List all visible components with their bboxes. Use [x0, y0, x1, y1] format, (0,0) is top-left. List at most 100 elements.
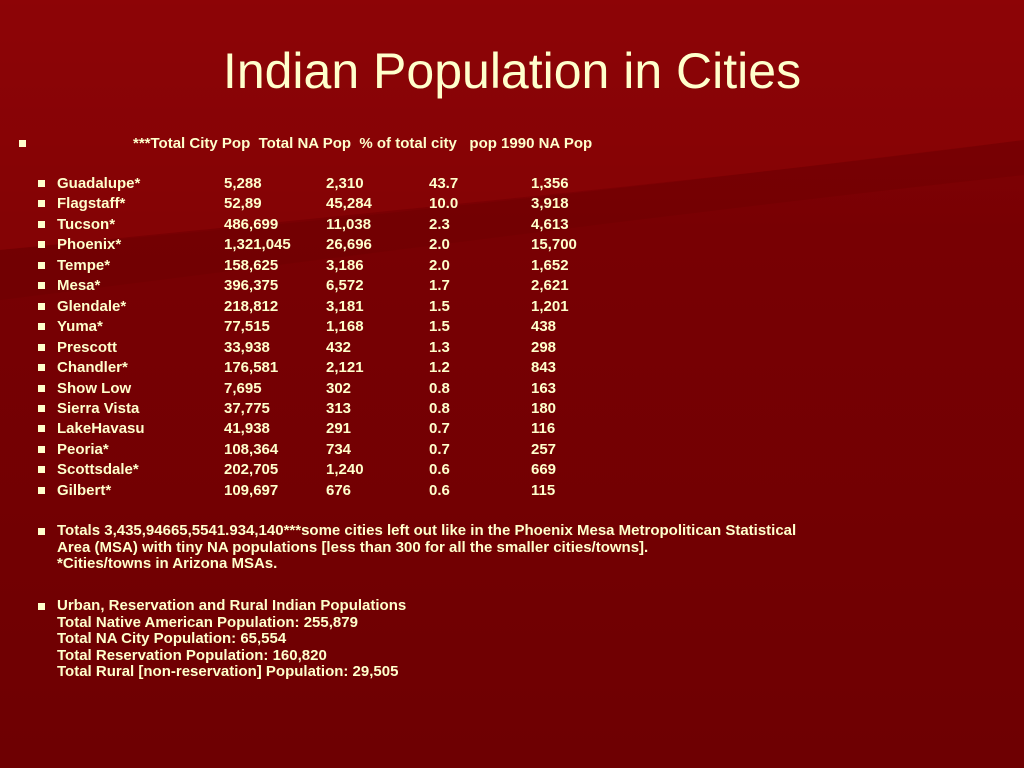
pop-1990-na: 1,652 — [531, 256, 569, 274]
city-name: LakeHavasu — [57, 420, 145, 438]
pct-of-total-city: 0.6 — [429, 461, 450, 479]
pct-of-total-city: 0.7 — [429, 440, 450, 458]
pct-of-total-city: 1.2 — [429, 359, 450, 377]
city-name: Prescott — [57, 338, 118, 356]
summary-line: Total Reservation Population: 160,820 — [57, 646, 327, 664]
city-name: Gilbert* — [57, 481, 112, 499]
total-na-pop: 2,310 — [326, 175, 364, 192]
city-name: Glendale* — [57, 297, 127, 315]
pct-of-total-city: 0.6 — [429, 481, 450, 499]
pop-1990-na: 2,621 — [531, 277, 569, 295]
pop-1990-na: 115 — [531, 481, 556, 499]
bullet-icon — [38, 528, 45, 535]
totals-line: Area (MSA) with tiny NA populations [les… — [57, 538, 649, 556]
pop-1990-na: 298 — [531, 338, 557, 356]
table-row: Mesa* 396,375 6,572 1.7 2,621 — [0, 276, 700, 296]
pct-of-total-city: 2.0 — [429, 236, 450, 254]
total-city-pop: 5,288 — [224, 175, 262, 192]
summary-heading: Urban, Reservation and Rural Indian Popu… — [57, 597, 407, 614]
total-city-pop: 202,705 — [224, 461, 279, 479]
pct-of-total-city: 1.5 — [429, 318, 450, 336]
total-city-pop: 37,775 — [224, 399, 270, 417]
city-name: Yuma* — [57, 318, 103, 336]
bullet-icon — [38, 404, 45, 412]
table-row: Guadalupe* 5,288 2,310 43.7 1,356 — [0, 174, 700, 194]
table-row: Tempe* 158,625 3,186 2.0 1,652 — [0, 256, 700, 276]
pct-of-total-city: 0.8 — [429, 399, 450, 417]
total-na-pop: 432 — [326, 338, 352, 356]
total-na-pop: 11,038 — [326, 215, 372, 233]
city-name: Scottsdale* — [57, 461, 139, 479]
total-city-pop: 33,938 — [224, 338, 270, 356]
pop-1990-na: 669 — [531, 461, 557, 479]
table-row: Show Low 7,695 302 0.8 163 — [0, 379, 700, 399]
total-na-pop: 676 — [326, 481, 352, 499]
bullet-icon — [38, 364, 45, 372]
bullet-icon — [38, 425, 45, 433]
pop-1990-na: 15,700 — [531, 236, 577, 254]
total-na-pop: 291 — [326, 420, 352, 438]
total-city-pop: 396,375 — [224, 277, 279, 295]
bullet-icon — [38, 466, 45, 474]
table-row: LakeHavasu 41,938 291 0.7 116 — [0, 419, 700, 439]
pop-1990-na: 3,918 — [531, 195, 569, 213]
bullet-icon — [38, 343, 45, 351]
bullet-icon — [38, 486, 45, 494]
total-city-pop: 108,364 — [224, 440, 279, 458]
city-name: Tucson* — [57, 215, 116, 233]
pop-1990-na: 180 — [531, 399, 557, 417]
bullet-icon — [38, 241, 45, 249]
bullet-icon — [38, 603, 45, 610]
slide-title: Indian Population in Cities — [222, 43, 802, 99]
totals-paragraph: Totals 3,435,94665,5541.934,140***some c… — [57, 522, 796, 573]
table-row: Prescott 33,938 432 1.3 298 — [0, 338, 700, 358]
table-row: Phoenix* 1,321,045 26,696 2.0 15,700 — [0, 235, 700, 255]
total-na-pop: 2,121 — [326, 359, 364, 377]
bullet-icon — [19, 140, 26, 147]
total-na-pop: 302 — [326, 379, 352, 397]
pct-of-total-city: 1.5 — [429, 297, 450, 315]
table-row: Yuma* 77,515 1,168 1.5 438 — [0, 317, 700, 337]
total-city-pop: 1,321,045 — [224, 236, 291, 254]
summary-line: Total NA City Population: 65,554 — [57, 630, 287, 647]
summary-line: Total Rural [non-reservation] Population… — [57, 663, 399, 680]
pct-of-total-city: 0.7 — [429, 420, 450, 438]
total-na-pop: 45,284 — [326, 195, 372, 213]
city-name: Tempe* — [57, 256, 111, 274]
table-row: Sierra Vista 37,775 313 0.8 180 — [0, 399, 700, 419]
total-city-pop: 77,515 — [224, 318, 270, 336]
table-row: Chandler* 176,581 2,121 1.2 843 — [0, 358, 700, 378]
pop-1990-na: 116 — [531, 420, 556, 438]
pop-1990-na: 438 — [531, 318, 557, 336]
totals-line: *Cities/towns in Arizona MSAs. — [57, 555, 278, 572]
total-na-pop: 734 — [326, 440, 352, 458]
pop-1990-na: 257 — [531, 440, 557, 458]
table-row: Tucson* 486,699 11,038 2.3 4,613 — [0, 215, 700, 235]
city-name: Peoria* — [57, 440, 109, 458]
total-na-pop: 1,240 — [326, 461, 364, 479]
table-row: Scottsdale* 202,705 1,240 0.6 669 — [0, 460, 700, 480]
pop-1990-na: 1,201 — [531, 297, 569, 315]
column-header-line: ***Total City Pop Total NA Pop % of tota… — [133, 135, 593, 152]
table-row: Gilbert* 109,697 676 0.6 115 — [0, 481, 700, 501]
pop-1990-na: 4,613 — [531, 215, 569, 233]
bullet-icon — [38, 384, 45, 392]
pct-of-total-city: 2.3 — [429, 215, 450, 233]
table-row: Flagstaff* 52,89 45,284 10.0 3,918 — [0, 194, 700, 214]
bullet-icon — [38, 261, 45, 269]
pct-of-total-city: 10.0 — [429, 195, 459, 213]
bullet-icon — [38, 180, 45, 187]
city-name: Sierra Vista — [57, 399, 140, 417]
summary-line: Total Native American Population: 255,87… — [57, 613, 358, 631]
bullet-icon — [38, 445, 45, 453]
city-name: Chandler* — [57, 359, 128, 377]
total-city-pop: 158,625 — [224, 256, 279, 274]
pop-1990-na: 843 — [531, 359, 557, 377]
bullet-icon — [38, 323, 45, 331]
total-na-pop: 3,186 — [326, 256, 364, 274]
pop-1990-na: 163 — [531, 379, 557, 397]
pct-of-total-city: 1.3 — [429, 338, 450, 356]
table-row: Peoria* 108,364 734 0.7 257 — [0, 440, 700, 460]
